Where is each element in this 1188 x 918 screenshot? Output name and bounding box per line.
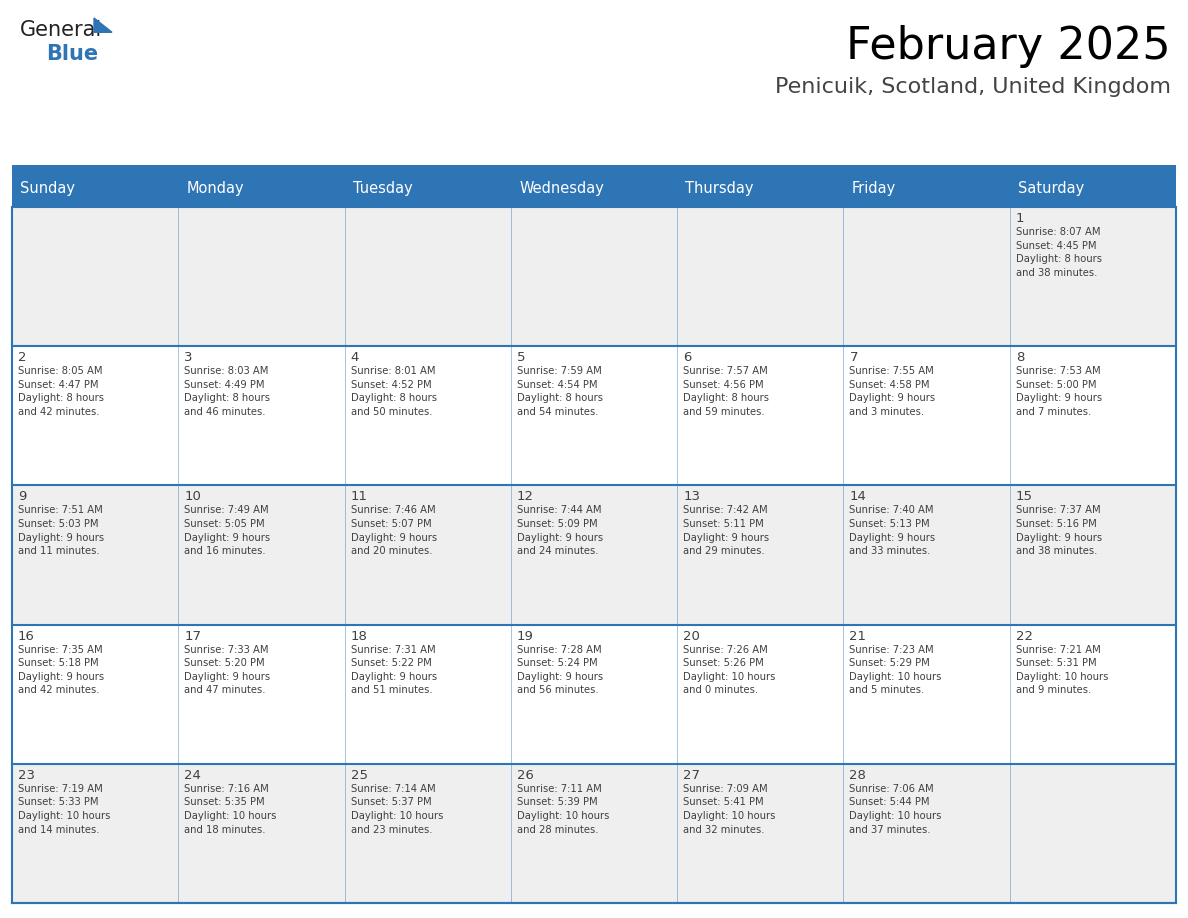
Text: 22: 22 [1016,630,1032,643]
Text: Sunrise: 7:31 AM
Sunset: 5:22 PM
Daylight: 9 hours
and 51 minutes.: Sunrise: 7:31 AM Sunset: 5:22 PM Dayligh… [350,644,437,696]
Text: Thursday: Thursday [685,181,754,196]
Text: Sunrise: 7:35 AM
Sunset: 5:18 PM
Daylight: 9 hours
and 42 minutes.: Sunrise: 7:35 AM Sunset: 5:18 PM Dayligh… [18,644,105,696]
Text: Sunrise: 7:21 AM
Sunset: 5:31 PM
Daylight: 10 hours
and 9 minutes.: Sunrise: 7:21 AM Sunset: 5:31 PM Dayligh… [1016,644,1108,696]
Bar [12,486,1176,624]
Text: Sunrise: 7:44 AM
Sunset: 5:09 PM
Daylight: 9 hours
and 24 minutes.: Sunrise: 7:44 AM Sunset: 5:09 PM Dayligh… [517,506,604,556]
Text: Sunrise: 7:53 AM
Sunset: 5:00 PM
Daylight: 9 hours
and 7 minutes.: Sunrise: 7:53 AM Sunset: 5:00 PM Dayligh… [1016,366,1101,417]
Text: Sunrise: 7:46 AM
Sunset: 5:07 PM
Daylight: 9 hours
and 20 minutes.: Sunrise: 7:46 AM Sunset: 5:07 PM Dayligh… [350,506,437,556]
Text: Sunday: Sunday [20,181,75,196]
Text: 13: 13 [683,490,700,503]
Text: 17: 17 [184,630,201,643]
Bar [12,764,1176,903]
Text: Sunrise: 7:28 AM
Sunset: 5:24 PM
Daylight: 9 hours
and 56 minutes.: Sunrise: 7:28 AM Sunset: 5:24 PM Dayligh… [517,644,604,696]
Text: Saturday: Saturday [1018,181,1085,196]
Text: 11: 11 [350,490,367,503]
Text: Penicuik, Scotland, United Kingdom: Penicuik, Scotland, United Kingdom [775,77,1171,97]
Text: 18: 18 [350,630,367,643]
Text: Sunrise: 7:09 AM
Sunset: 5:41 PM
Daylight: 10 hours
and 32 minutes.: Sunrise: 7:09 AM Sunset: 5:41 PM Dayligh… [683,784,776,834]
Text: Sunrise: 7:55 AM
Sunset: 4:58 PM
Daylight: 9 hours
and 3 minutes.: Sunrise: 7:55 AM Sunset: 4:58 PM Dayligh… [849,366,936,417]
Bar [12,207,1176,346]
Text: 6: 6 [683,352,691,364]
Text: Sunrise: 7:19 AM
Sunset: 5:33 PM
Daylight: 10 hours
and 14 minutes.: Sunrise: 7:19 AM Sunset: 5:33 PM Dayligh… [18,784,110,834]
Text: 7: 7 [849,352,858,364]
Text: Tuesday: Tuesday [353,181,412,196]
Text: 19: 19 [517,630,533,643]
Text: 8: 8 [1016,352,1024,364]
Text: February 2025: February 2025 [846,25,1171,68]
Text: 1: 1 [1016,212,1024,225]
Bar [12,169,1176,207]
Text: 27: 27 [683,768,700,782]
Text: Friday: Friday [852,181,896,196]
Text: Sunrise: 7:11 AM
Sunset: 5:39 PM
Daylight: 10 hours
and 28 minutes.: Sunrise: 7:11 AM Sunset: 5:39 PM Dayligh… [517,784,609,834]
Text: 23: 23 [18,768,34,782]
Text: 16: 16 [18,630,34,643]
Text: Sunrise: 7:42 AM
Sunset: 5:11 PM
Daylight: 9 hours
and 29 minutes.: Sunrise: 7:42 AM Sunset: 5:11 PM Dayligh… [683,506,770,556]
Text: 5: 5 [517,352,525,364]
Text: Sunrise: 7:14 AM
Sunset: 5:37 PM
Daylight: 10 hours
and 23 minutes.: Sunrise: 7:14 AM Sunset: 5:37 PM Dayligh… [350,784,443,834]
Text: 26: 26 [517,768,533,782]
Text: Sunrise: 7:37 AM
Sunset: 5:16 PM
Daylight: 9 hours
and 38 minutes.: Sunrise: 7:37 AM Sunset: 5:16 PM Dayligh… [1016,506,1101,556]
Text: 28: 28 [849,768,866,782]
Text: Monday: Monday [187,181,245,196]
Text: Sunrise: 7:26 AM
Sunset: 5:26 PM
Daylight: 10 hours
and 0 minutes.: Sunrise: 7:26 AM Sunset: 5:26 PM Dayligh… [683,644,776,696]
Text: 10: 10 [184,490,201,503]
Text: Sunrise: 8:05 AM
Sunset: 4:47 PM
Daylight: 8 hours
and 42 minutes.: Sunrise: 8:05 AM Sunset: 4:47 PM Dayligh… [18,366,105,417]
Text: Wednesday: Wednesday [519,181,604,196]
Text: 14: 14 [849,490,866,503]
Text: General: General [20,20,102,40]
Bar [12,165,1176,169]
Text: Blue: Blue [46,44,99,64]
Text: 9: 9 [18,490,26,503]
Text: Sunrise: 7:51 AM
Sunset: 5:03 PM
Daylight: 9 hours
and 11 minutes.: Sunrise: 7:51 AM Sunset: 5:03 PM Dayligh… [18,506,105,556]
Text: Sunrise: 7:59 AM
Sunset: 4:54 PM
Daylight: 8 hours
and 54 minutes.: Sunrise: 7:59 AM Sunset: 4:54 PM Dayligh… [517,366,602,417]
Polygon shape [94,18,112,32]
Text: Sunrise: 7:40 AM
Sunset: 5:13 PM
Daylight: 9 hours
and 33 minutes.: Sunrise: 7:40 AM Sunset: 5:13 PM Dayligh… [849,506,936,556]
Text: Sunrise: 7:06 AM
Sunset: 5:44 PM
Daylight: 10 hours
and 37 minutes.: Sunrise: 7:06 AM Sunset: 5:44 PM Dayligh… [849,784,942,834]
Text: Sunrise: 7:16 AM
Sunset: 5:35 PM
Daylight: 10 hours
and 18 minutes.: Sunrise: 7:16 AM Sunset: 5:35 PM Dayligh… [184,784,277,834]
Text: 21: 21 [849,630,866,643]
Text: 25: 25 [350,768,367,782]
Text: Sunrise: 8:01 AM
Sunset: 4:52 PM
Daylight: 8 hours
and 50 minutes.: Sunrise: 8:01 AM Sunset: 4:52 PM Dayligh… [350,366,436,417]
Bar [12,346,1176,486]
Text: Sunrise: 7:57 AM
Sunset: 4:56 PM
Daylight: 8 hours
and 59 minutes.: Sunrise: 7:57 AM Sunset: 4:56 PM Dayligh… [683,366,769,417]
Text: Sunrise: 7:33 AM
Sunset: 5:20 PM
Daylight: 9 hours
and 47 minutes.: Sunrise: 7:33 AM Sunset: 5:20 PM Dayligh… [184,644,271,696]
Text: 20: 20 [683,630,700,643]
Bar [12,624,1176,764]
Text: 12: 12 [517,490,533,503]
Text: 15: 15 [1016,490,1032,503]
Text: 3: 3 [184,352,192,364]
Text: Sunrise: 8:03 AM
Sunset: 4:49 PM
Daylight: 8 hours
and 46 minutes.: Sunrise: 8:03 AM Sunset: 4:49 PM Dayligh… [184,366,271,417]
Text: Sunrise: 8:07 AM
Sunset: 4:45 PM
Daylight: 8 hours
and 38 minutes.: Sunrise: 8:07 AM Sunset: 4:45 PM Dayligh… [1016,227,1101,278]
Text: 24: 24 [184,768,201,782]
Text: Sunrise: 7:49 AM
Sunset: 5:05 PM
Daylight: 9 hours
and 16 minutes.: Sunrise: 7:49 AM Sunset: 5:05 PM Dayligh… [184,506,271,556]
Text: Sunrise: 7:23 AM
Sunset: 5:29 PM
Daylight: 10 hours
and 5 minutes.: Sunrise: 7:23 AM Sunset: 5:29 PM Dayligh… [849,644,942,696]
Text: 4: 4 [350,352,359,364]
Text: 2: 2 [18,352,26,364]
